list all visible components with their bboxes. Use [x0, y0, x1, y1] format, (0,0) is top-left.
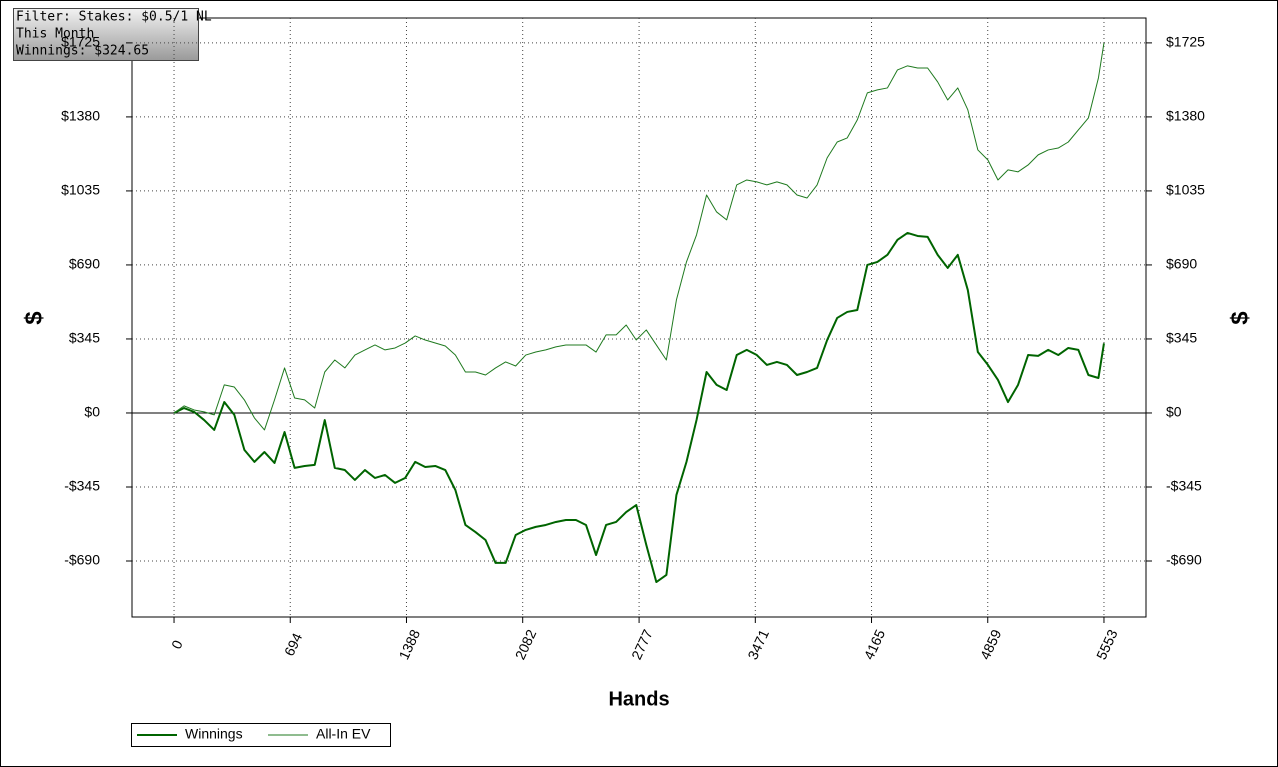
- y2-tick-label: $345: [1166, 330, 1197, 346]
- y2-tick-label: $0: [1166, 404, 1182, 420]
- legend-label: Winnings: [185, 726, 243, 742]
- y2-tick-label: $1380: [1166, 108, 1205, 124]
- y-tick-label: $0: [84, 404, 100, 420]
- series-line: [173, 42, 1105, 431]
- y-tick-label: $345: [69, 330, 100, 346]
- y2-tick-label: $1725: [1166, 34, 1205, 50]
- y2-tick-label: -$345: [1166, 478, 1202, 494]
- legend: [131, 723, 391, 747]
- y2-tick-label: $1035: [1166, 182, 1205, 198]
- y-tick-label: $1725: [61, 34, 100, 50]
- y-tick-label: $1380: [61, 108, 100, 124]
- y2-axis-label: $: [1226, 311, 1253, 325]
- legend-label: All-In EV: [316, 726, 371, 742]
- y-tick-label: -$345: [64, 478, 100, 494]
- y-axis-label: $: [20, 311, 47, 325]
- info-line: Winnings: $324.65: [16, 44, 149, 59]
- series-line: [173, 231, 1105, 584]
- x-axis-label: Hands: [608, 688, 669, 710]
- info-line: This Month: [16, 27, 94, 42]
- info-line: Filter: Stakes: $0.5/1 NL: [16, 10, 212, 25]
- y-tick-label: $1035: [61, 182, 100, 198]
- info-box: [13, 8, 199, 61]
- y2-tick-label: -$690: [1166, 552, 1202, 568]
- y-tick-label: $690: [69, 256, 100, 272]
- y-tick-label: -$690: [64, 552, 100, 568]
- y2-tick-label: $690: [1166, 256, 1197, 272]
